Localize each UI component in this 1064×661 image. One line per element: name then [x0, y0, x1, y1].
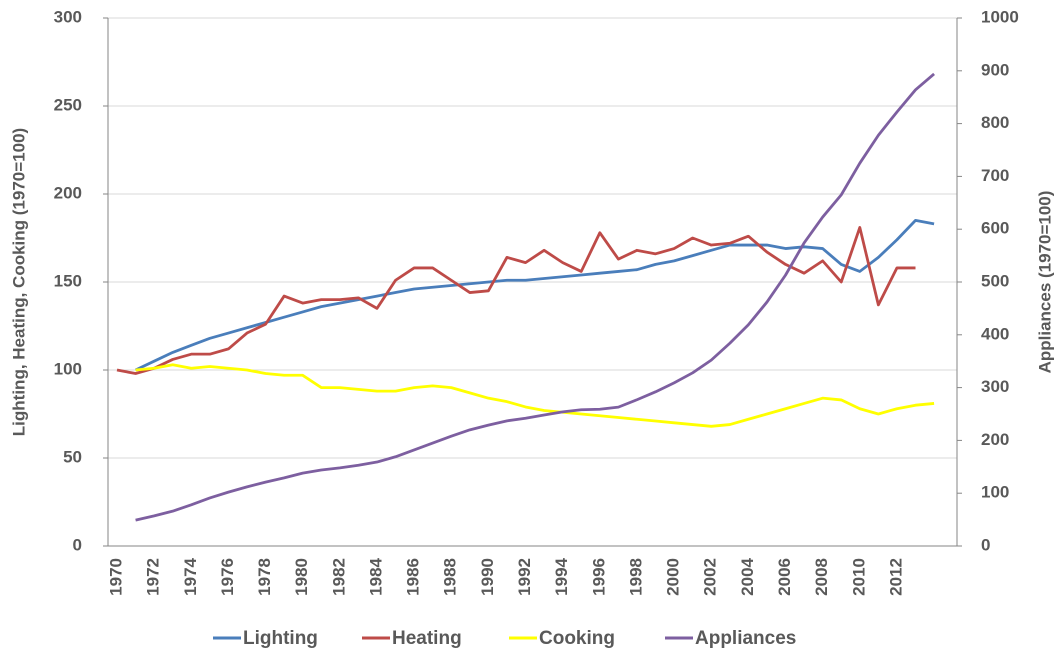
line-series	[135, 72, 935, 522]
y-axis-title: Lighting, Heating, Cooking (1970=100)	[9, 128, 28, 436]
y-tick-label: 200	[54, 183, 82, 202]
y2-tick-label: 100	[981, 483, 1009, 502]
x-tick-label: 1976	[218, 558, 237, 596]
y2-tick-label: 700	[981, 166, 1009, 185]
y-tick-label: 150	[54, 271, 82, 290]
y2-tick-label: 300	[981, 377, 1009, 396]
x-tick-label: 1988	[441, 558, 460, 596]
y-tick-label: 0	[73, 535, 82, 554]
y2-tick-label: 500	[981, 271, 1009, 290]
x-tick-label: 1994	[552, 557, 571, 595]
x-tick-label: 1990	[478, 558, 497, 596]
x-tick-label: 2004	[738, 557, 757, 595]
y-tick-label: 50	[63, 447, 82, 466]
x-tick-label: 2002	[701, 558, 720, 596]
y2-tick-label: 600	[981, 219, 1009, 238]
legend-label: Cooking	[539, 628, 615, 649]
x-tick-label: 1978	[255, 558, 274, 596]
x-tick-label: 2000	[664, 558, 683, 596]
line-series	[134, 219, 935, 372]
y2-tick-label: 900	[981, 60, 1009, 79]
x-tick-label: 1982	[329, 558, 348, 596]
y2-tick-label: 200	[981, 430, 1009, 449]
y2-axis-title: Appliances (1970=100)	[1035, 191, 1054, 374]
x-tick-label: 1996	[589, 558, 608, 596]
x-tick-label: 1980	[292, 558, 311, 596]
y2-tick-label: 1000	[981, 7, 1019, 26]
legend-label: Lighting	[243, 628, 318, 649]
x-tick-label: 2010	[849, 558, 868, 596]
x-tick-label: 2012	[886, 558, 905, 596]
x-tick-label: 1970	[106, 558, 125, 596]
legend-label: Heating	[392, 628, 462, 649]
x-tick-label: 1986	[404, 558, 423, 596]
x-tick-label: 1974	[181, 557, 200, 595]
y-tick-label: 100	[54, 359, 82, 378]
legend-label: Appliances	[695, 628, 796, 649]
y-tick-label: 300	[54, 7, 82, 26]
y-tick-label: 250	[54, 95, 82, 114]
x-tick-label: 2008	[812, 558, 831, 596]
line-series	[135, 363, 935, 428]
line-series	[116, 226, 916, 375]
x-tick-label: 1992	[515, 558, 534, 596]
y2-tick-label: 0	[981, 535, 990, 554]
y2-tick-label: 400	[981, 324, 1009, 343]
x-tick-label: 2006	[775, 558, 794, 596]
x-tick-label: 1998	[626, 558, 645, 596]
y2-tick-label: 800	[981, 113, 1009, 132]
x-tick-label: 1984	[366, 557, 385, 595]
x-tick-label: 1972	[144, 558, 163, 596]
